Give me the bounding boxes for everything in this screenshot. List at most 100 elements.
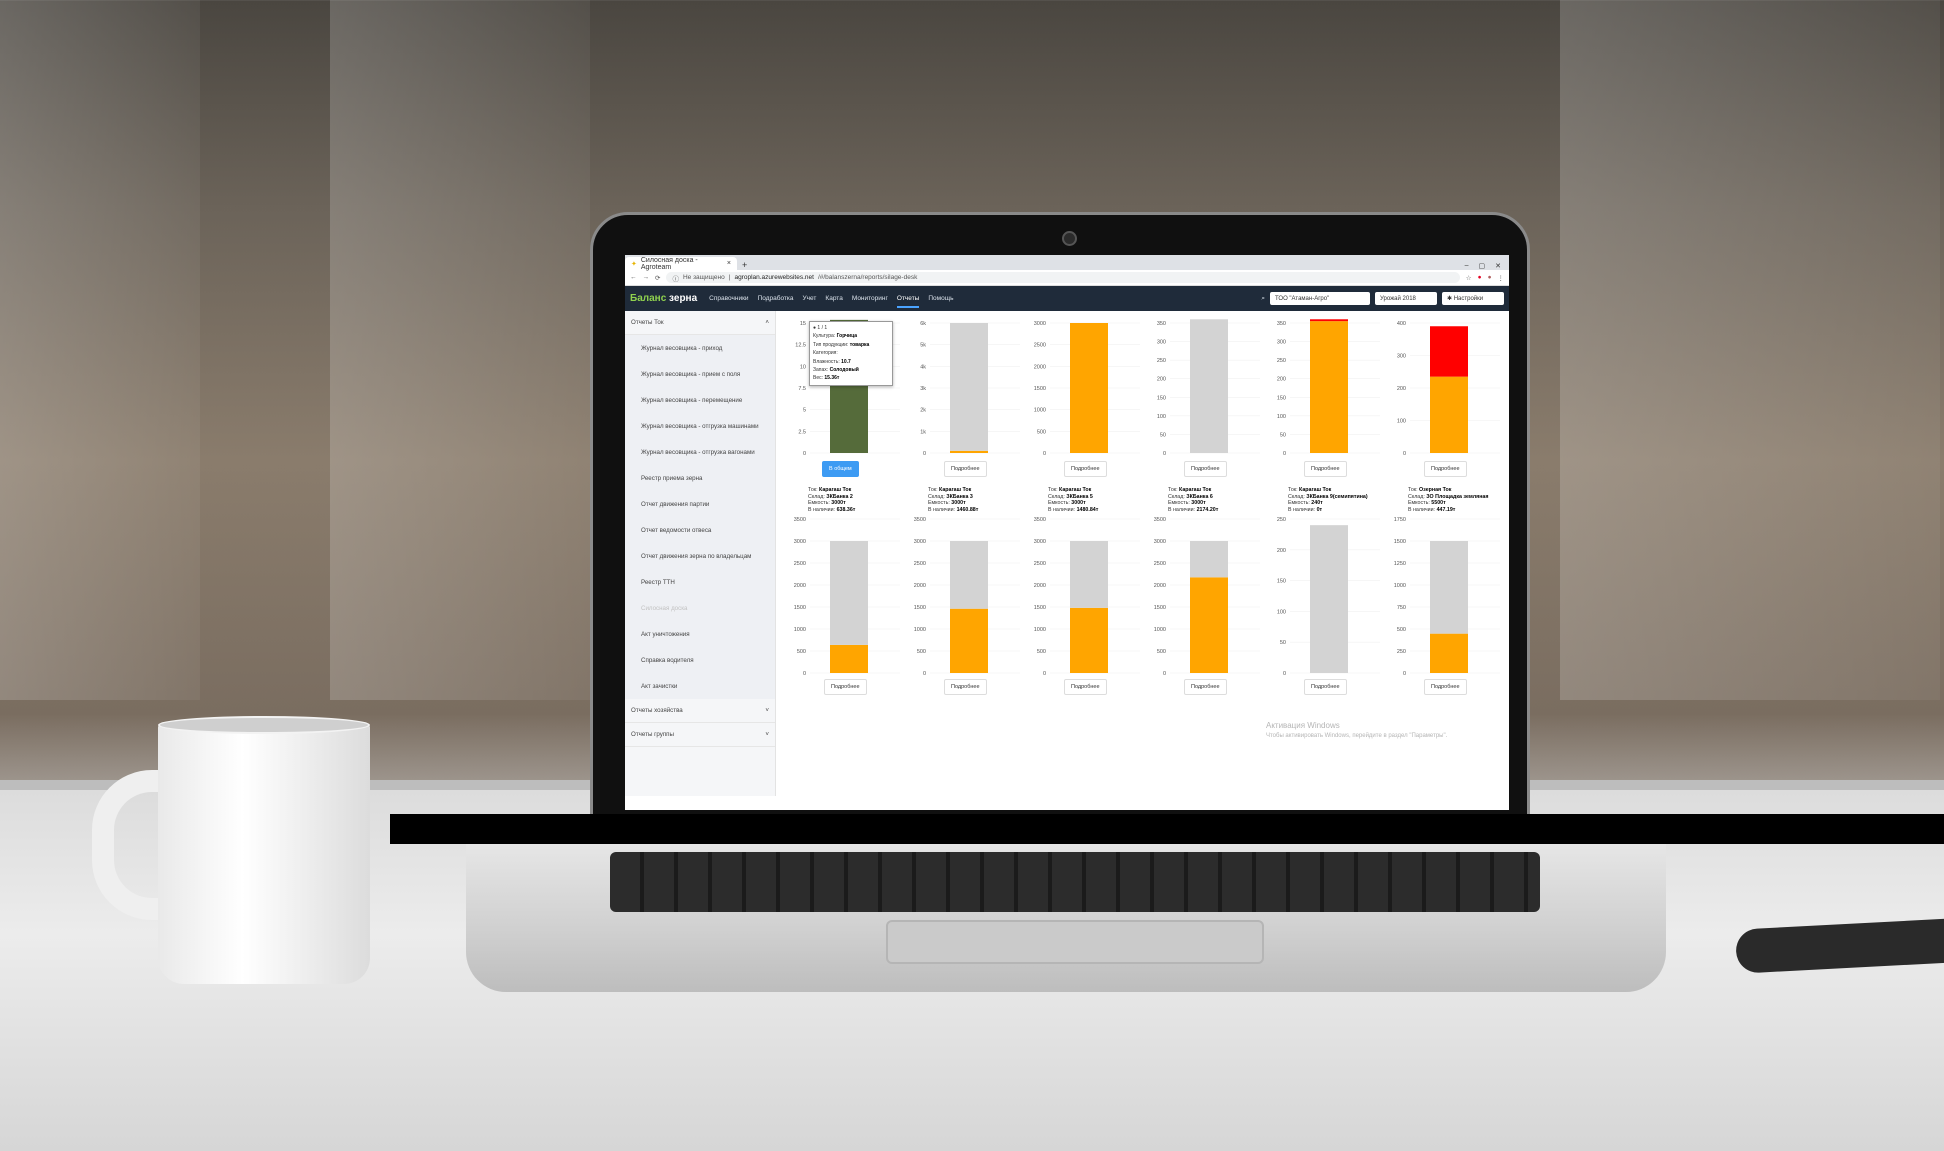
details-button[interactable]: Подробнее [1424,461,1467,477]
sidebar-item[interactable]: Отчет ведомости отвеса [625,517,775,543]
details-button[interactable]: Подробнее [1064,679,1107,695]
nav-reports[interactable]: Отчеты [896,295,920,308]
details-button[interactable]: Подробнее [944,679,987,695]
maximize-icon[interactable]: ▢ [1478,263,1486,270]
tick-label: 500 [917,649,926,655]
bar-fill[interactable] [1430,633,1468,673]
reload-icon[interactable]: ⟳ [655,274,661,282]
sidebar-group-tok[interactable]: Отчеты Ток ˄ [625,311,775,335]
tick-label: 3500 [914,517,926,523]
sidebar-item[interactable]: Журнал весовщика - отгрузка вагонами [625,439,775,465]
details-button[interactable]: Подробнее [1064,461,1107,477]
nav-accounting[interactable]: Учет [802,295,817,302]
bar-fill[interactable] [950,450,988,453]
menu-icon[interactable]: ⋮ [1497,274,1505,282]
harvest-select[interactable]: Урожай 2018 [1375,292,1437,305]
tab-title: Силосная доска - Agroteam [640,256,698,271]
minimize-icon[interactable]: – [1464,262,1469,269]
forward-icon[interactable]: → [642,274,650,281]
separator: | [728,274,731,281]
bar-free[interactable] [1070,541,1108,608]
bar-free[interactable] [1190,319,1228,453]
tooltip-line: Культура: Горчица [813,332,889,340]
tick-label: 50 [1160,432,1166,438]
sidebar-item[interactable]: Журнал весовщика - прием с поля [625,361,775,387]
silo-info: Ток: Карагаш Ток Склад: ЗКБанка 5 Емкость:… [1048,487,1098,513]
tooltip-label: Тип продукции: [813,341,849,348]
bar-fill[interactable] [1430,376,1468,453]
bar-free[interactable] [1430,541,1468,634]
favicon-icon: ✦ [631,260,637,268]
company-select[interactable]: ТОО "Атаман-Агро" [1270,292,1370,305]
bar-free[interactable] [1310,525,1348,673]
bar-fill[interactable] [1190,577,1228,673]
search-icon[interactable]: ⌕ [1261,294,1265,302]
sidebar-item[interactable]: Журнал весовщика - перемещение [625,387,775,413]
chevron-down-icon: ˅ [765,707,769,714]
address-bar[interactable]: ⓘ Не защищено | agroplan.azurewebsites.n… [666,272,1460,283]
details-button[interactable]: Подробнее [1424,679,1467,695]
sidebar-item[interactable]: Справка водителя [625,647,775,673]
details-button[interactable]: Подробнее [824,679,867,695]
bar-excess[interactable] [1430,326,1468,377]
new-tab-button[interactable]: + [742,260,748,270]
silo-info-line: Ток: Карагаш Ток [928,487,978,494]
bar-fill[interactable] [950,608,988,673]
sidebar-item[interactable]: Силосная доска [625,595,775,621]
nav-map[interactable]: Карта [825,295,843,302]
tick-label: 1500 [914,605,926,611]
bar-fill[interactable] [1070,607,1108,673]
sidebar-item[interactable]: Реестр приема зерна [625,465,775,491]
bar-excess[interactable] [1310,319,1348,322]
bar-fill[interactable] [1310,321,1348,453]
sidebar-item[interactable]: Реестр ТТН [625,569,775,595]
details-button[interactable]: Подробнее [1184,461,1227,477]
overall-button[interactable]: В общем [822,461,859,477]
laptop-hinge [390,814,1944,844]
sidebar-group-farm[interactable]: Отчеты хозяйства ˅ [625,699,775,723]
settings-button[interactable]: ✱ Настройки [1442,292,1504,305]
bar-fill[interactable] [830,644,868,673]
tick-label: 1000 [1154,627,1166,633]
sidebar-item[interactable]: Отчет движения зерна по владельцам [625,543,775,569]
tooltip-value: Горчица [836,333,858,340]
bar-fill[interactable] [1070,323,1108,453]
details-button[interactable]: Подробнее [1304,679,1347,695]
tick-label: 2000 [1034,364,1046,370]
bar-free[interactable] [950,541,988,609]
silo-info-label: Склад: [1168,493,1185,500]
sidebar-item[interactable]: Акт зачистки [625,673,775,699]
nav-directories[interactable]: Справочники [709,295,749,302]
sidebar-group-group[interactable]: Отчеты группы ˅ [625,723,775,747]
sidebar-item[interactable]: Журнал весовщика - приход [625,335,775,361]
tick-label: 1500 [794,605,806,611]
sidebar-item[interactable]: Журнал весовщика - отгрузка машинами [625,413,775,439]
sidebar-item[interactable]: Акт уничтожения [625,621,775,647]
browser-tab[interactable]: ✦ Силосная доска - Agroteam × [625,256,737,271]
tab-close-icon[interactable]: × [726,260,731,267]
brand-logo[interactable]: Баланс зерна [630,293,697,304]
bar-free[interactable] [830,541,868,645]
close-window-icon[interactable]: ✕ [1495,263,1501,270]
profile-avatar[interactable]: ● [1487,274,1492,281]
tooltip-line: Тип продукции: товарка [813,341,889,349]
details-button[interactable]: Подробнее [1304,461,1347,477]
tick-label: 1500 [1034,605,1046,611]
tick-label: 100 [1397,419,1406,425]
sidebar-item[interactable]: Отчет движения партии [625,491,775,517]
details-button[interactable]: Подробнее [1184,679,1227,695]
details-button[interactable]: Подробнее [944,461,987,477]
back-icon[interactable]: ← [630,274,637,281]
window-frame [0,0,200,700]
nav-processing[interactable]: Подработка [757,295,794,302]
tick-label: 50 [1280,640,1286,646]
pinterest-icon[interactable]: ● [1477,274,1482,281]
silo-info-line: Ток: Карагаш Ток [808,487,855,494]
nav-monitoring[interactable]: Мониторинг [851,295,888,302]
silo-info-line: Емкость: 5500т [1408,500,1488,507]
star-icon[interactable]: ☆ [1465,274,1472,282]
tooltip-value: 10.7 [841,358,851,365]
bar-free[interactable] [950,323,988,451]
nav-help[interactable]: Помощь [928,295,954,302]
bar-free[interactable] [1190,541,1228,578]
